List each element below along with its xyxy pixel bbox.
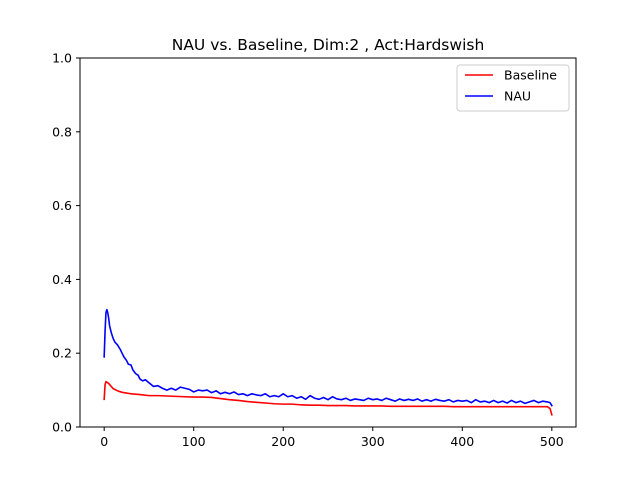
y-tick-label: 0.2 [52,346,72,361]
legend-label-nau: NAU [504,89,531,104]
y-tick-label: 0.0 [52,420,72,435]
legend-box [456,64,570,112]
x-tick-label: 200 [271,434,295,449]
series-line-baseline [103,380,553,416]
x-tick-label: 500 [540,434,564,449]
chart-title: NAU vs. Baseline, Dim:2 , Act:Hardswish [172,36,485,54]
axes: 0 100 200 300 400 500 0.0 0.2 0.4 0.6 0.8 1.0 [52,51,577,449]
plot-area [103,308,553,416]
y-tick-label: 0.8 [52,124,72,139]
legend-label-baseline: Baseline [504,68,557,83]
x-tick-label: 300 [361,434,385,449]
x-tick-label: 400 [450,434,474,449]
legend: Baseline NAU [456,64,570,112]
series-line-nau [103,308,553,407]
x-tick-label: 0 [100,434,108,449]
y-tick-label: 1.0 [52,51,72,66]
y-tick-label: 0.6 [52,198,72,213]
x-tick-label: 100 [182,434,206,449]
y-tick-label: 0.4 [52,272,72,287]
axes-frame [79,57,577,428]
